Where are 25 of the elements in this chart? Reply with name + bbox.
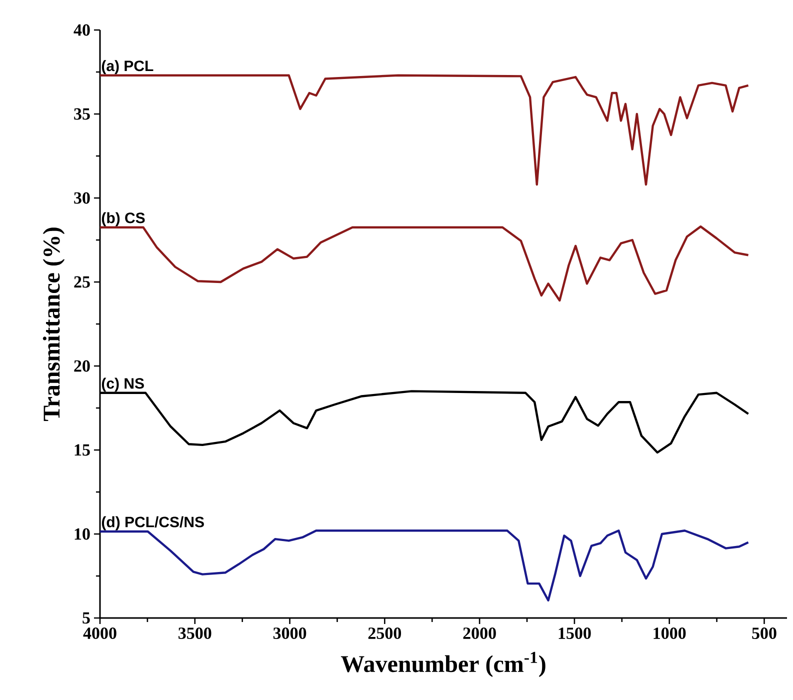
series-label: (a) PCL xyxy=(102,60,154,74)
x-axis-title: Wavenumber (cm$^{-1}$) xyxy=(340,652,546,678)
x-tick-label: 3500 xyxy=(178,628,212,639)
x-tick-label: 4000 xyxy=(83,628,116,639)
line-series xyxy=(98,74,750,186)
y-tick-label: 15 xyxy=(74,444,90,456)
x-tick-label: 2500 xyxy=(368,628,402,639)
series-label: (d) PCL/CS/NS xyxy=(102,516,204,530)
x-tick-label: 1500 xyxy=(558,628,591,639)
x-tick-label: 500 xyxy=(752,628,776,639)
y-tick-label: 30 xyxy=(74,192,90,204)
y-tick-label: 10 xyxy=(74,528,90,540)
series-label: (c) NS xyxy=(102,378,144,392)
y-tick-label: 35 xyxy=(74,108,90,120)
line-series xyxy=(98,225,750,302)
x-tick-label: 1000 xyxy=(654,628,686,639)
x-tick-label: 2000 xyxy=(463,628,496,639)
x-tick-label: 3000 xyxy=(273,628,306,639)
y-tick-label: 40 xyxy=(74,24,90,36)
series-label: (b) CS xyxy=(102,212,145,226)
y-tick-label: 25 xyxy=(74,276,90,288)
y-tick-label: 20 xyxy=(74,360,90,372)
y-tick-label: 5 xyxy=(82,612,90,624)
y-axis-title: Transmittance (%) xyxy=(42,228,65,422)
line-series xyxy=(98,530,750,602)
